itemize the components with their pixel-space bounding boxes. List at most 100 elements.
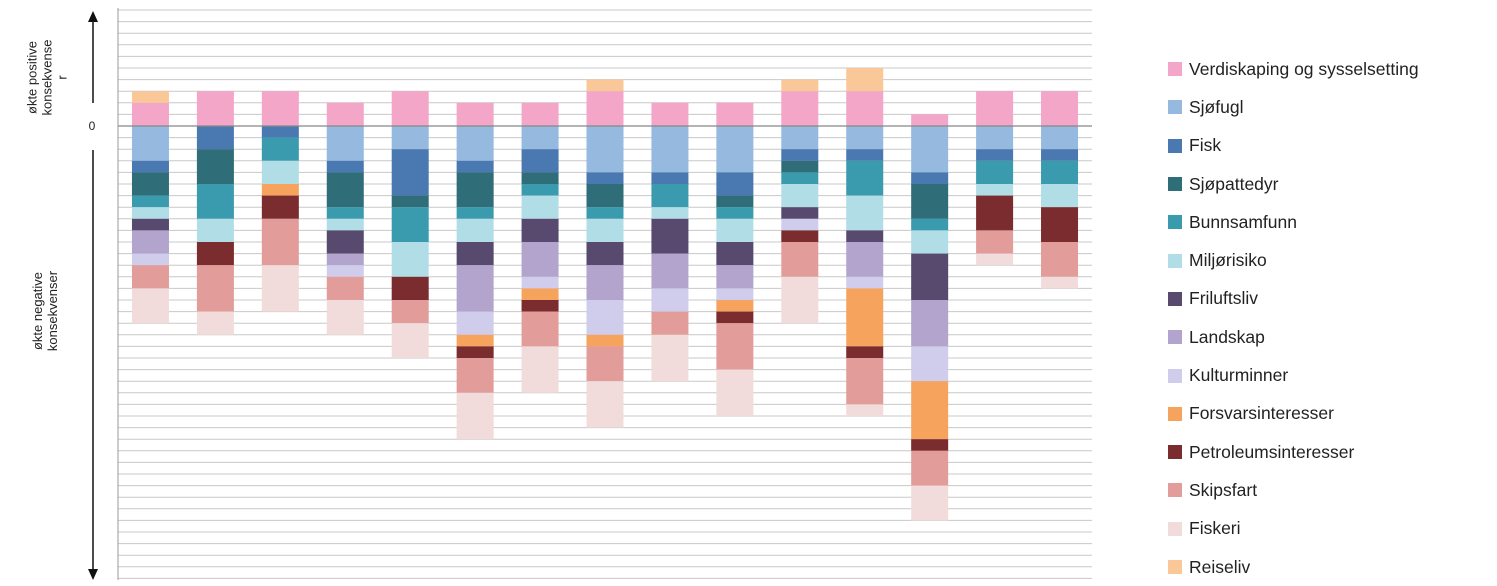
legend-swatch — [1168, 215, 1182, 230]
bar-segment-7-9 — [521, 276, 559, 289]
bar-segment-13-4 — [911, 184, 949, 219]
bar-segment-1-12 — [131, 265, 169, 289]
bar-stacks — [131, 68, 1079, 521]
positive-axis-label-line2: konsekvense — [39, 39, 55, 116]
bar-segment-5-3 — [391, 149, 429, 196]
bar-segment-11-13 — [781, 276, 819, 324]
bar-segment-4-12 — [326, 276, 364, 300]
bar-segment-9-3 — [651, 172, 689, 184]
bar-segment-5-0 — [391, 91, 429, 126]
bar-segment-13-7 — [911, 253, 949, 300]
bar-segment-12-8 — [846, 242, 884, 277]
bar-segment-15-12 — [1041, 242, 1079, 277]
bar-segment-15-11 — [1041, 207, 1079, 242]
positive-axis-label: økte positive konsekvense r — [25, 23, 70, 133]
bar-segment-11-2 — [781, 126, 819, 150]
bar-segment-9-0 — [651, 102, 689, 126]
bar-segment-10-3 — [716, 172, 754, 196]
bar-segment-15-2 — [1041, 126, 1079, 150]
bar-segment-9-8 — [651, 253, 689, 289]
legend-swatch — [1168, 560, 1182, 574]
negative-axis-label-line1: økte negative — [30, 271, 45, 351]
legend-label: Verdiskaping og sysselsetting — [1189, 58, 1419, 79]
legend-label: Fiskeri — [1189, 518, 1241, 539]
bar-segment-7-7 — [521, 218, 559, 242]
bar-segment-1-13 — [131, 288, 169, 324]
legend-swatch — [1168, 138, 1182, 153]
bar-segment-4-8 — [326, 253, 364, 266]
bar-segment-2-11 — [196, 242, 234, 266]
bar-segment-8-8 — [586, 265, 624, 300]
legend-swatch — [1168, 177, 1182, 192]
bar-segment-4-3 — [326, 160, 364, 173]
bar-segment-11-9 — [781, 218, 819, 231]
bar-segment-4-5 — [326, 207, 364, 219]
legend-swatch — [1168, 62, 1182, 77]
bar-segment-12-11 — [846, 346, 884, 358]
bar-segment-1-1 — [131, 91, 169, 103]
bar-segment-15-6 — [1041, 184, 1079, 208]
bar-segment-8-3 — [586, 172, 624, 184]
legend-label: Kulturminner — [1189, 365, 1289, 386]
bar-segment-13-8 — [911, 300, 949, 347]
bar-segment-2-3 — [196, 126, 234, 150]
bar-segment-10-5 — [716, 207, 754, 219]
bar-segment-14-5 — [976, 160, 1014, 184]
positive-arrow-head — [88, 11, 98, 22]
bar-segment-9-7 — [651, 218, 689, 254]
bar-segment-2-4 — [196, 149, 234, 184]
legend-item: Kulturminner — [1168, 356, 1419, 394]
bar-segment-9-6 — [651, 207, 689, 219]
bar-segment-11-7 — [781, 207, 819, 219]
bar-segment-10-10 — [716, 300, 754, 312]
bar-segment-13-11 — [911, 439, 949, 451]
bar-segment-14-3 — [976, 149, 1014, 161]
bar-segment-10-12 — [716, 323, 754, 370]
legend-swatch — [1168, 368, 1182, 383]
bar-segment-1-4 — [131, 172, 169, 196]
bar-segment-11-5 — [781, 172, 819, 184]
bar-segment-14-13 — [976, 253, 1014, 266]
bar-segment-6-3 — [456, 160, 494, 173]
bar-segment-12-0 — [846, 91, 884, 126]
bar-segment-5-11 — [391, 276, 429, 300]
bar-segment-9-5 — [651, 184, 689, 208]
negative-axis-label-line2: konsekvenser — [45, 270, 60, 352]
bar-segment-10-0 — [716, 102, 754, 126]
bar-segment-3-3 — [261, 126, 299, 138]
bar-segment-14-12 — [976, 230, 1014, 254]
bar-segment-12-12 — [846, 358, 884, 405]
bar-segment-4-9 — [326, 265, 364, 277]
bar-segment-10-11 — [716, 311, 754, 324]
legend-item: Sjøpattedyr — [1168, 165, 1419, 203]
bar-segment-12-10 — [846, 288, 884, 347]
bar-segment-15-0 — [1041, 91, 1079, 126]
bar-segment-9-9 — [651, 288, 689, 312]
bar-segment-1-8 — [131, 230, 169, 254]
bar-segment-4-4 — [326, 172, 364, 208]
bar-segment-6-8 — [456, 265, 494, 312]
bar-segment-4-6 — [326, 218, 364, 231]
bar-segment-14-6 — [976, 184, 1014, 196]
bar-segment-3-11 — [261, 195, 299, 219]
positive-axis-label-line3: r — [54, 75, 70, 80]
bar-segment-8-13 — [586, 381, 624, 428]
bar-segment-11-11 — [781, 230, 819, 242]
bar-segment-7-10 — [521, 288, 559, 300]
bar-segment-7-6 — [521, 195, 559, 219]
bar-segment-11-0 — [781, 91, 819, 126]
legend-label: Friluftsliv — [1189, 288, 1259, 309]
bar-segment-7-8 — [521, 242, 559, 277]
bar-segment-1-7 — [131, 218, 169, 231]
bar-segment-6-10 — [456, 334, 494, 347]
legend-label: Forsvarsinteresser — [1189, 403, 1334, 424]
bar-segment-10-9 — [716, 288, 754, 300]
bar-segment-8-10 — [586, 334, 624, 347]
bar-segment-10-4 — [716, 195, 754, 208]
bar-segment-12-5 — [846, 160, 884, 196]
legend-swatch — [1168, 445, 1182, 460]
legend-item: Sjøfugl — [1168, 88, 1419, 126]
legend-label: Petroleumsinteresser — [1189, 441, 1355, 462]
legend-swatch — [1168, 406, 1182, 421]
bar-segment-7-0 — [521, 102, 559, 126]
